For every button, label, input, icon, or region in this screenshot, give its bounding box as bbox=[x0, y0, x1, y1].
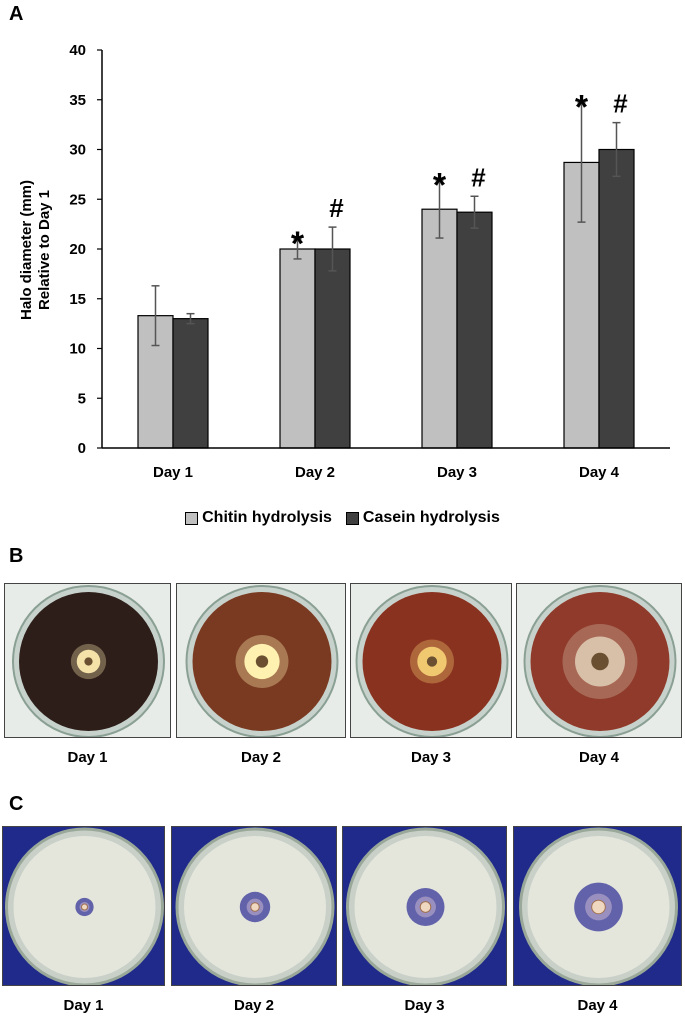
plate-photo-b-4 bbox=[516, 583, 682, 738]
significance-marker: # bbox=[329, 193, 344, 223]
plate-label-c-2: Day 2 bbox=[233, 997, 275, 1014]
plate-label-c-1: Day 1 bbox=[63, 997, 104, 1014]
x-tick-label: Day 3 bbox=[437, 464, 477, 481]
y-axis-label-line-2: Relative to Day 1 bbox=[36, 190, 53, 310]
plate-photo-c-2 bbox=[171, 826, 337, 986]
y-axis-label: Halo diameter (mm) Relative to Day 1 bbox=[18, 180, 53, 320]
y-tick-label: 5 bbox=[78, 390, 86, 407]
plate-label-b-4: Day 4 bbox=[578, 749, 620, 766]
significance-marker: * bbox=[291, 225, 305, 263]
bar-chart: Halo diameter (mm) Relative to Day 1 0 5 1… bbox=[18, 42, 670, 481]
plate-photo-b-1 bbox=[4, 583, 171, 738]
plate-photo-b-3 bbox=[350, 583, 512, 738]
x-tick-label: Day 2 bbox=[295, 464, 335, 481]
y-tick-label: 40 bbox=[69, 42, 86, 59]
x-tick-label: Day 1 bbox=[153, 464, 193, 481]
bar-chitin-3 bbox=[421, 208, 458, 449]
plate-label-b-1: Day 1 bbox=[67, 749, 108, 766]
legend-item-chitin: Chitin hydrolysis bbox=[185, 509, 332, 527]
plate-label-b-3: Day 3 bbox=[410, 749, 452, 766]
bar-casein-2 bbox=[314, 248, 351, 449]
y-tick-label: 15 bbox=[69, 291, 86, 308]
significance-marker: * bbox=[575, 89, 589, 127]
legend-swatch-chitin bbox=[185, 511, 199, 525]
y-tick-label: 0 bbox=[78, 440, 86, 457]
legend-label-casein: Casein hydrolysis bbox=[362, 509, 500, 526]
y-tick-label: 35 bbox=[69, 92, 86, 109]
bar-casein-3 bbox=[456, 211, 493, 449]
y-tick-label: 30 bbox=[69, 142, 86, 159]
significance-marker: # bbox=[471, 162, 486, 192]
plate-photo-b-2 bbox=[176, 583, 346, 738]
bar-casein-1 bbox=[172, 318, 209, 449]
panel-label-b: B bbox=[9, 545, 24, 567]
y-axis-label-line-1: Halo diameter (mm) bbox=[18, 180, 35, 320]
panel-label-a: A bbox=[9, 3, 24, 25]
y-tick-label: 20 bbox=[69, 241, 86, 258]
legend-label-chitin: Chitin hydrolysis bbox=[202, 509, 332, 526]
significance-marker: * bbox=[433, 166, 447, 204]
plate-label-c-3: Day 3 bbox=[404, 997, 445, 1014]
plate-label-b-2: Day 2 bbox=[240, 749, 282, 766]
chart-legend: Chitin hydrolysis Casein hydrolysis bbox=[0, 506, 685, 530]
plate-photo-c-4 bbox=[513, 826, 682, 986]
y-tick-label: 25 bbox=[69, 191, 86, 208]
x-tick-label: Day 4 bbox=[579, 464, 620, 481]
plate-photo-c-1 bbox=[2, 826, 165, 986]
bar-chitin-2 bbox=[279, 248, 316, 449]
plate-photo-c-3 bbox=[342, 826, 507, 986]
panel-label-c: C bbox=[9, 793, 24, 815]
bar-casein-4 bbox=[598, 148, 635, 449]
y-tick-label: 10 bbox=[69, 341, 86, 358]
legend-swatch-casein bbox=[345, 511, 359, 525]
plate-label-c-4: Day 4 bbox=[577, 997, 618, 1014]
significance-marker: # bbox=[613, 89, 628, 119]
legend-item-casein: Casein hydrolysis bbox=[345, 509, 500, 527]
